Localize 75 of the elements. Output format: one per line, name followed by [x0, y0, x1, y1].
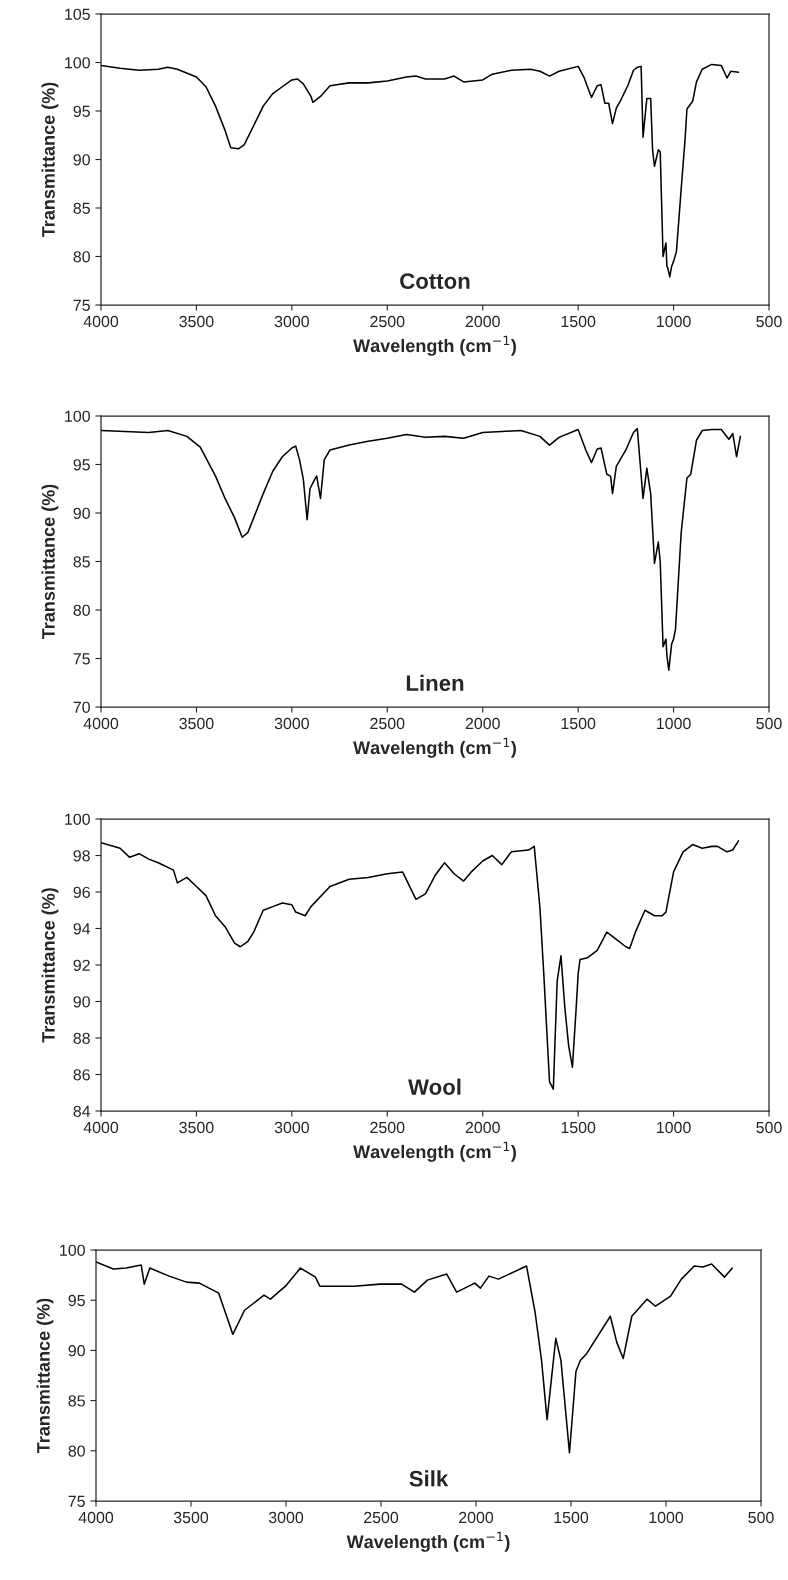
x-tick-label: 2000	[465, 315, 500, 328]
annotation: Silk	[409, 1470, 449, 1487]
x-axis-title: Wavelength (cm$^{−1}$)	[353, 335, 516, 356]
y-tick-label: 80	[73, 251, 90, 263]
y-tick-label: 105	[65, 8, 90, 20]
annotation: Linen	[406, 674, 464, 691]
x-tick-label: 1000	[657, 315, 691, 328]
x-tick-label: 3000	[274, 717, 309, 730]
y-tick-label: 95	[73, 459, 90, 471]
y-tick-label: 90	[68, 1345, 85, 1357]
x-tick-label: 3500	[173, 1511, 209, 1524]
x-tick-label: 2000	[465, 717, 500, 730]
x-tick-label: 3000	[274, 315, 309, 328]
y-tick-label: 90	[73, 154, 90, 166]
x-tick-label: 500	[756, 717, 782, 730]
y-tick-label: 95	[68, 1294, 85, 1307]
y-tick-label: 100	[65, 57, 90, 69]
y-axis-title: Transmittance (%)	[41, 888, 59, 1043]
x-tick-label: 500	[748, 1511, 774, 1524]
x-tick-label: 1500	[561, 1121, 596, 1134]
y-axis-title: Transmittance (%)	[41, 82, 59, 238]
x-axis-title: Wavelength (cm$^{−1}$)	[346, 1531, 510, 1552]
x-tick-label: 1500	[561, 315, 596, 328]
x-tick-label: 3000	[268, 1511, 304, 1524]
x-tick-label: 500	[756, 315, 782, 328]
y-tick-label: 100	[60, 1244, 85, 1256]
y-tick-label: 92	[73, 959, 90, 971]
x-tick-label: 1000	[649, 1511, 684, 1524]
x-tick-label: 2000	[459, 1511, 494, 1524]
annotation: Cotton	[400, 273, 470, 289]
y-tick-label: 85	[68, 1395, 85, 1407]
y-tick-label: 96	[73, 886, 90, 898]
y-tick-label: 84	[73, 1105, 91, 1117]
line-series	[96, 1261, 734, 1454]
x-axis-title: Wavelength (cm$^{−1}$)	[353, 737, 516, 758]
x-tick-label: 2500	[370, 1121, 405, 1134]
x-tick-label: 1500	[561, 717, 596, 730]
y-tick-label: 86	[73, 1069, 90, 1081]
x-tick-label: 1500	[554, 1511, 589, 1524]
y-tick-label: 100	[65, 410, 90, 422]
y-tick-label: 95	[73, 105, 90, 117]
y-tick-label: 80	[73, 604, 90, 616]
x-tick-label: 4000	[83, 717, 119, 730]
y-tick-label: 70	[73, 701, 90, 713]
line-series	[101, 427, 742, 671]
x-tick-label: 4000	[83, 1121, 119, 1134]
y-axis-title: Transmittance (%)	[36, 1298, 54, 1454]
y-tick-label: 85	[73, 556, 90, 568]
y-tick-label: 94	[73, 923, 91, 935]
x-tick-label: 2500	[370, 315, 405, 328]
x-tick-label: 4000	[78, 1511, 114, 1524]
y-tick-label: 90	[73, 507, 90, 519]
x-tick-label: 2500	[364, 1511, 399, 1524]
y-tick-label: 85	[73, 202, 90, 214]
x-tick-label: 3000	[274, 1121, 309, 1134]
y-tick-label: 75	[73, 299, 90, 311]
x-axis-title: Wavelength (cm$^{−1}$)	[353, 1141, 516, 1162]
annotation: Wool	[408, 1078, 461, 1095]
x-tick-label: 3500	[179, 315, 214, 328]
y-axis-title: Transmittance (%)	[41, 484, 59, 640]
y-tick-label: 75	[68, 1495, 85, 1507]
x-tick-label: 1000	[657, 717, 691, 730]
y-tick-label: 98	[73, 850, 90, 862]
y-tick-label: 100	[65, 813, 90, 825]
y-tick-label: 88	[73, 1032, 90, 1044]
x-tick-label: 2500	[370, 717, 405, 730]
x-tick-label: 1000	[657, 1121, 691, 1134]
x-tick-label: 2000	[465, 1121, 500, 1134]
x-tick-label: 3500	[179, 1121, 214, 1134]
x-tick-label: 4000	[83, 315, 119, 328]
y-tick-label: 90	[73, 996, 90, 1008]
x-tick-label: 500	[756, 1121, 782, 1134]
x-tick-label: 3500	[179, 717, 214, 730]
y-tick-label: 75	[73, 653, 90, 665]
y-tick-label: 80	[68, 1445, 85, 1457]
